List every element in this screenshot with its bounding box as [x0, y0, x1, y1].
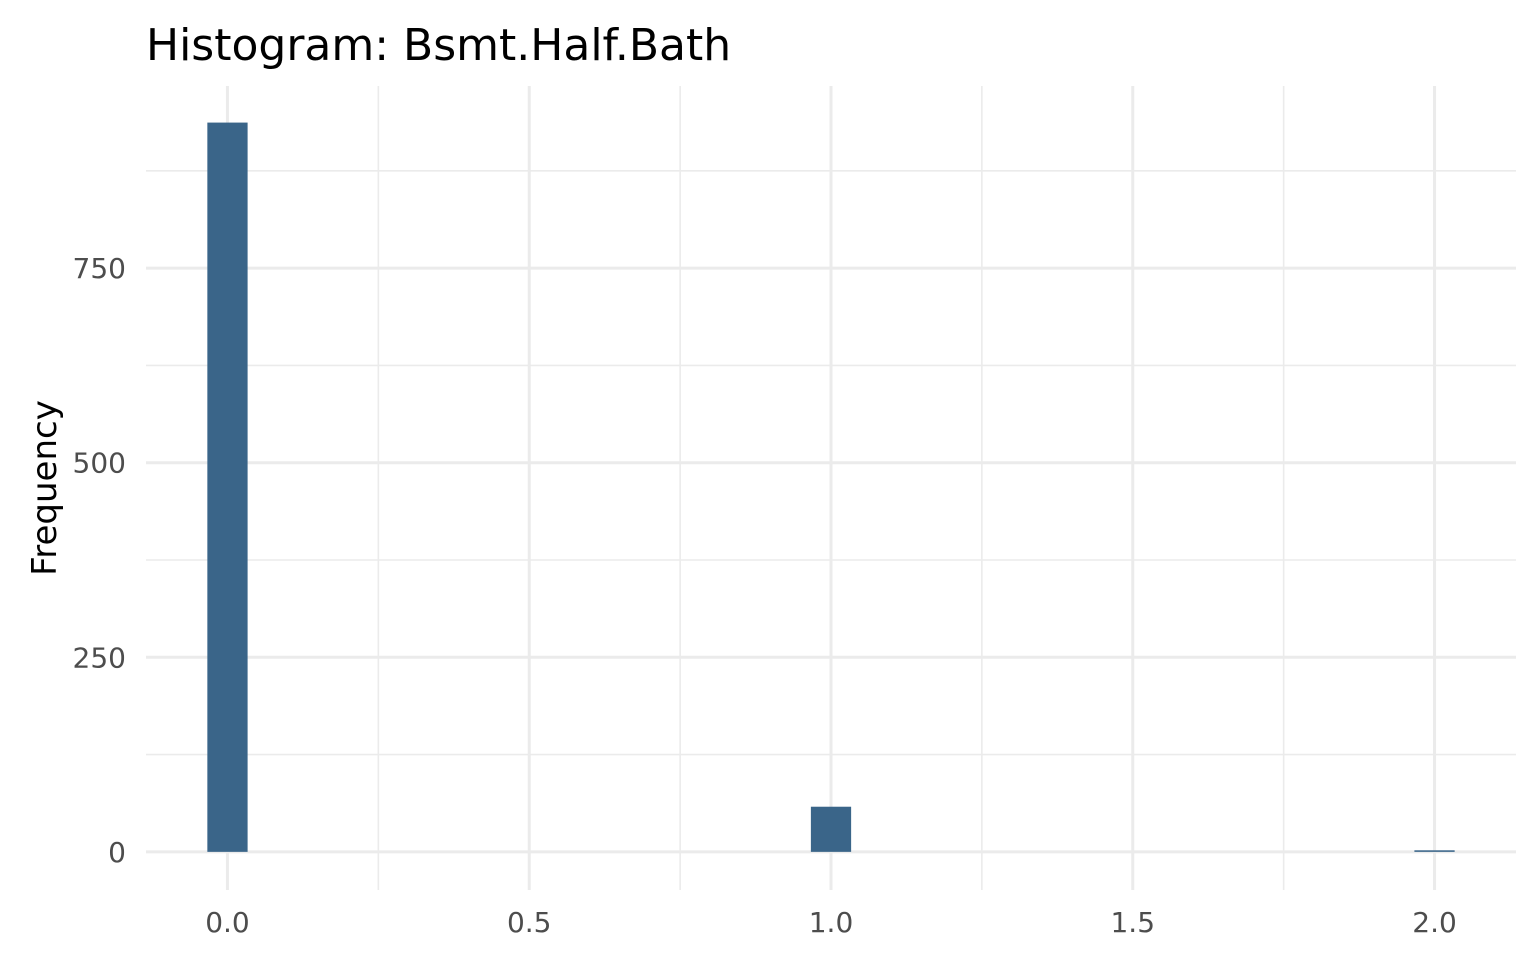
x-tick-label: 1.0 — [809, 906, 854, 939]
y-axis-title: Frequency — [25, 400, 65, 576]
histogram-bars — [207, 122, 1455, 852]
y-tick-label: 0 — [108, 836, 126, 869]
y-tick-label: 750 — [73, 252, 126, 285]
x-tick-label: 2.0 — [1412, 906, 1457, 939]
y-tick-label: 250 — [73, 641, 126, 674]
histogram-bar — [207, 122, 248, 852]
axis-tick-labels: 0.0 0.5 1.0 1.5 2.0 0 250 500 750 — [73, 252, 1457, 939]
x-tick-label: 1.5 — [1110, 906, 1155, 939]
grid-lines — [146, 86, 1516, 890]
x-tick-label: 0.5 — [507, 906, 552, 939]
x-tick-label: 0.0 — [205, 906, 250, 939]
histogram-bar — [1414, 850, 1455, 852]
y-tick-label: 500 — [73, 447, 126, 480]
chart-title: Histogram: Bsmt.Half.Bath — [146, 20, 731, 71]
histogram-bar — [810, 806, 852, 852]
